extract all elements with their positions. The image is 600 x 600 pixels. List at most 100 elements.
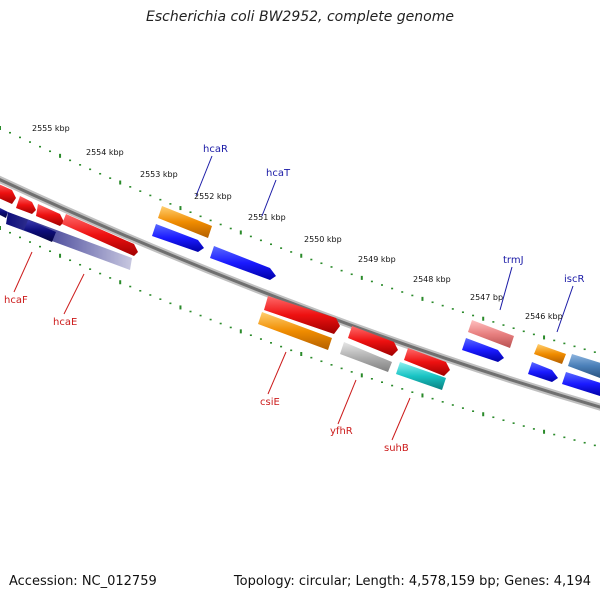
gene-feature[interactable] bbox=[468, 320, 514, 348]
gene-label-connector bbox=[391, 397, 411, 441]
tick-mark bbox=[492, 416, 495, 419]
tick-mark bbox=[49, 250, 52, 253]
tick-mark bbox=[149, 294, 152, 296]
tick-mark bbox=[502, 324, 505, 326]
gene-feature[interactable] bbox=[568, 354, 600, 378]
gene-label-suhB[interactable]: suhB bbox=[384, 443, 409, 454]
tick-mark bbox=[583, 441, 586, 444]
gene-label-connector bbox=[13, 251, 33, 293]
tick-mark bbox=[239, 230, 242, 235]
gene-feature[interactable] bbox=[36, 204, 64, 226]
gene-label-connector bbox=[556, 285, 574, 333]
gene-label-connector bbox=[499, 266, 513, 311]
tick-mark bbox=[543, 335, 546, 340]
tick-mark bbox=[139, 190, 142, 192]
tick-mark bbox=[482, 316, 485, 321]
gene-label-connector bbox=[195, 155, 213, 197]
gene-label-csiE[interactable]: csiE bbox=[260, 397, 280, 408]
map-title: Escherichia coli BW2952, complete genome bbox=[146, 9, 454, 25]
tick-mark bbox=[59, 253, 62, 258]
gene-feature[interactable] bbox=[528, 362, 558, 382]
tick-label: 2551 kbp bbox=[248, 213, 286, 222]
tick-mark bbox=[360, 373, 363, 378]
tick-mark bbox=[310, 356, 313, 359]
gene-label-hcaR[interactable]: hcaR bbox=[203, 144, 228, 155]
tick-mark bbox=[189, 211, 192, 214]
tick-mark bbox=[300, 253, 303, 258]
tick-mark bbox=[563, 342, 566, 345]
gene-label-trmJ[interactable]: trmJ bbox=[503, 255, 524, 266]
gene-feature[interactable] bbox=[340, 342, 392, 372]
gene-feature[interactable] bbox=[24, 220, 56, 242]
tick-mark bbox=[431, 397, 434, 400]
tick-mark bbox=[0, 226, 1, 230]
tick-mark bbox=[340, 367, 343, 370]
tick-mark bbox=[169, 203, 172, 205]
tick-mark bbox=[563, 436, 566, 439]
gene-feature[interactable] bbox=[62, 214, 138, 256]
tick-mark bbox=[270, 243, 273, 246]
tick-label: 2548 kbp bbox=[413, 275, 451, 284]
tick-label: 2549 kbp bbox=[358, 255, 396, 264]
gene-feature[interactable] bbox=[158, 206, 212, 238]
tick-label: 2553 kbp bbox=[140, 170, 178, 179]
gene-feature-layer bbox=[0, 182, 600, 396]
tick-mark bbox=[209, 219, 212, 222]
gene-feature[interactable] bbox=[210, 246, 276, 280]
gene-feature[interactable] bbox=[562, 372, 600, 396]
tick-mark bbox=[330, 364, 333, 366]
tick-mark bbox=[89, 268, 92, 270]
tick-mark bbox=[441, 304, 444, 307]
gene-label-hcaT[interactable]: hcaT bbox=[266, 168, 291, 179]
tick-mark bbox=[69, 159, 72, 162]
tick-mark bbox=[9, 231, 12, 234]
tick-mark bbox=[451, 308, 454, 310]
gene-feature[interactable] bbox=[16, 196, 36, 214]
tick-mark bbox=[502, 419, 505, 422]
gene-feature[interactable] bbox=[264, 296, 340, 334]
tick-mark bbox=[129, 186, 132, 188]
tick-mark bbox=[59, 153, 62, 158]
accession-text: Accession: NC_012759 bbox=[9, 574, 157, 589]
tick-mark bbox=[89, 168, 92, 171]
tick-mark bbox=[522, 425, 525, 427]
tick-mark bbox=[391, 287, 394, 290]
tick-mark bbox=[553, 339, 556, 342]
tick-mark bbox=[461, 407, 464, 409]
topology-summary: Topology: circular; Length: 4,578,159 bp… bbox=[233, 574, 591, 589]
tick-mark bbox=[119, 280, 122, 285]
gene-feature[interactable] bbox=[0, 182, 16, 204]
tick-mark bbox=[532, 333, 535, 336]
tick-mark bbox=[573, 439, 576, 441]
gene-label-iscR[interactable]: iscR bbox=[564, 274, 584, 285]
tick-mark bbox=[149, 194, 152, 197]
gene-label-connector bbox=[63, 273, 85, 315]
tick-mark bbox=[229, 326, 232, 329]
tick-mark bbox=[360, 275, 363, 280]
gene-label-connector bbox=[267, 351, 287, 395]
tick-mark bbox=[280, 247, 283, 249]
gene-feature[interactable] bbox=[258, 312, 332, 350]
gene-feature[interactable] bbox=[404, 348, 450, 376]
gene-label-connector bbox=[337, 379, 357, 425]
tick-mark bbox=[19, 236, 22, 239]
gene-label-hcaE[interactable]: hcaE bbox=[53, 317, 77, 328]
gene-feature[interactable] bbox=[534, 344, 566, 364]
gene-feature[interactable] bbox=[0, 206, 8, 218]
gene-label-yfhR[interactable]: yfhR bbox=[330, 426, 353, 437]
gene-label-hcaF[interactable]: hcaF bbox=[4, 295, 28, 306]
tick-mark bbox=[19, 136, 22, 139]
tick-mark bbox=[441, 401, 444, 403]
tick-mark bbox=[482, 412, 485, 417]
gene-feature[interactable] bbox=[152, 224, 204, 252]
tick-mark bbox=[543, 429, 546, 434]
tick-mark bbox=[472, 410, 475, 412]
gene-label-connector bbox=[261, 179, 277, 217]
tick-label: 2554 kbp bbox=[86, 148, 124, 157]
tick-mark bbox=[512, 327, 515, 330]
gene-feature[interactable] bbox=[348, 326, 398, 356]
gene-feature[interactable] bbox=[462, 338, 504, 362]
gene-feature[interactable] bbox=[396, 362, 446, 390]
tick-mark bbox=[259, 239, 262, 242]
